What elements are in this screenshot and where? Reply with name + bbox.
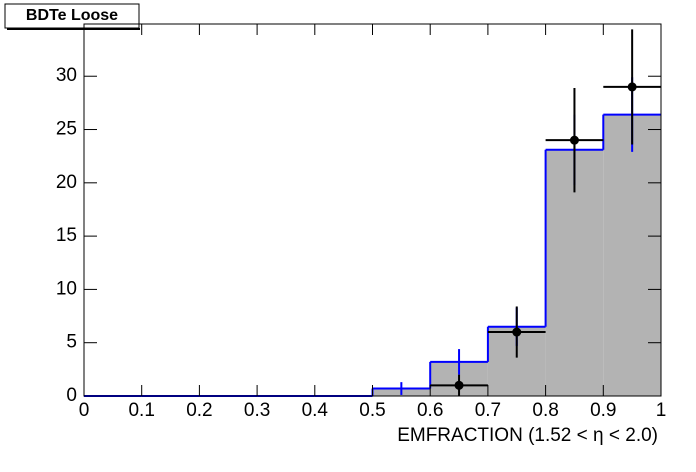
y-tick-label: 5 (66, 332, 77, 353)
x-tick-label: 0.9 (590, 400, 616, 421)
y-tick-label: 20 (56, 172, 77, 193)
y-tick-label: 15 (56, 225, 77, 246)
x-tick-label: 0.4 (302, 400, 329, 421)
data-point (569, 135, 579, 145)
x-tick-label: 0.3 (244, 400, 270, 421)
data-point (512, 327, 522, 337)
x-tick-label: 0 (79, 400, 90, 421)
chart-title: BDTe Loose (26, 7, 118, 24)
y-tick-label: 25 (56, 119, 77, 140)
y-tick-label: 0 (66, 385, 77, 406)
x-tick-label: 0.6 (417, 400, 443, 421)
x-tick-label: 0.5 (359, 400, 385, 421)
y-tick-label: 30 (56, 65, 77, 86)
x-tick-label: 0.8 (532, 400, 558, 421)
y-tick-label: 10 (56, 278, 77, 299)
x-tick-label: 0.7 (475, 400, 501, 421)
bar (603, 114, 661, 397)
x-tick-label: 1 (656, 400, 667, 421)
data-point (454, 380, 464, 390)
data-point (627, 82, 637, 92)
x-tick-label: 0.1 (128, 400, 154, 421)
x-tick-label: 0.2 (186, 400, 212, 421)
x-axis-label: EMFRACTION (1.52 < η < 2.0) (397, 425, 658, 446)
